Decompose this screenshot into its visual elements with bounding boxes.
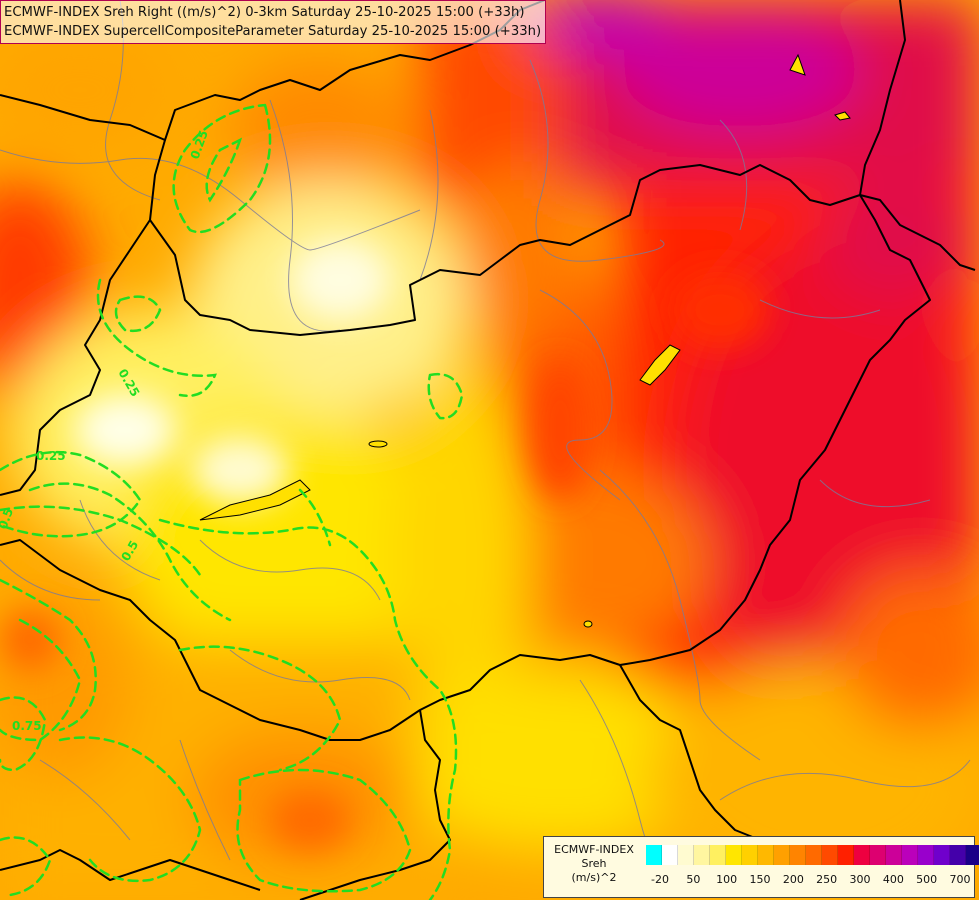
title-line-scp: ECMWF-INDEX SupercellCompositeParameter … xyxy=(4,24,542,39)
legend-swatch xyxy=(822,845,838,865)
legend-tick-label: 50 xyxy=(686,873,701,886)
legend-ticks: -20 50 100 150 200 250 300 400 500 700 xyxy=(646,873,970,889)
color-legend: ECMWF-INDEX Sreh (m/s)^2 -20 50 100 150 200 2… xyxy=(543,836,979,898)
legend-swatch xyxy=(934,845,950,865)
legend-swatch xyxy=(710,845,726,865)
legend-swatches xyxy=(646,845,979,865)
legend-tick-label: 700 xyxy=(949,873,971,886)
legend-swatch xyxy=(854,845,870,865)
legend-swatch xyxy=(838,845,854,865)
legend-title-unit: (m/s)^2 xyxy=(571,871,617,884)
lakes xyxy=(199,53,851,628)
contour-label: 0.75 xyxy=(12,719,42,733)
legend-swatch xyxy=(742,845,758,865)
legend-tick-label: 500 xyxy=(916,873,938,886)
legend-swatch xyxy=(918,845,934,865)
legend-swatch xyxy=(694,845,710,865)
sreh-highlights xyxy=(0,240,770,850)
legend-swatch xyxy=(950,845,966,865)
legend-title: ECMWF-INDEX Sreh (m/s)^2 xyxy=(544,843,644,885)
map-title: ECMWF-INDEX Sreh Right ((m/s)^2) 0-3km S… xyxy=(0,0,547,44)
legend-swatch xyxy=(774,845,790,865)
legend-tick-label: 200 xyxy=(782,873,804,886)
legend-tick-label: 300 xyxy=(849,873,871,886)
legend-swatch xyxy=(758,845,774,865)
contour-label: 0.25 xyxy=(36,449,66,463)
legend-tick-label: 250 xyxy=(816,873,838,886)
legend-swatch xyxy=(678,845,694,865)
legend-title-model: ECMWF-INDEX xyxy=(554,843,634,856)
region-boundaries xyxy=(0,0,971,885)
legend-tick-label: 400 xyxy=(882,873,904,886)
legend-swatch xyxy=(966,845,979,865)
scp-contours xyxy=(0,103,464,900)
legend-tick-label: -20 xyxy=(651,873,669,886)
legend-swatch xyxy=(870,845,886,865)
legend-tick-label: 150 xyxy=(749,873,771,886)
title-line-sreh: ECMWF-INDEX Sreh Right ((m/s)^2) 0-3km S… xyxy=(4,5,525,20)
legend-swatch xyxy=(726,845,742,865)
legend-swatch xyxy=(646,845,662,865)
legend-tick-label: 100 xyxy=(716,873,738,886)
legend-swatch xyxy=(806,845,822,865)
legend-swatch xyxy=(790,845,806,865)
legend-swatch xyxy=(902,845,918,865)
legend-swatch xyxy=(662,845,678,865)
legend-title-param: Sreh xyxy=(581,857,607,870)
legend-swatch xyxy=(886,845,902,865)
